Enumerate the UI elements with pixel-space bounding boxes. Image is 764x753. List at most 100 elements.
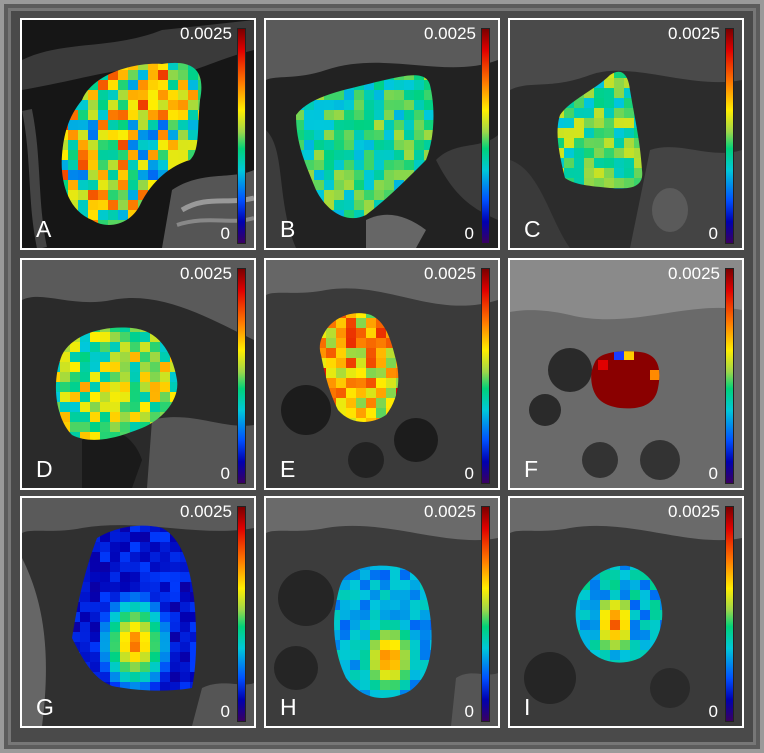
heatmap-voxel	[118, 90, 128, 100]
heatmap-voxel	[190, 592, 197, 602]
heatmap-voxel	[130, 402, 140, 412]
heatmap-voxel	[584, 88, 594, 98]
heatmap-voxel	[584, 108, 594, 118]
heatmap-voxel	[78, 200, 88, 210]
heatmap-voxel	[60, 352, 70, 362]
heatmap-voxel	[326, 388, 336, 398]
heatmap-voxel	[344, 110, 354, 120]
heatmap-voxel	[620, 590, 630, 600]
heatmap-voxel	[296, 130, 304, 140]
heatmap-voxel	[620, 620, 630, 630]
heatmap-voxel	[148, 100, 158, 110]
heatmap-voxel	[420, 660, 430, 670]
colorbar-min-label: 0	[708, 464, 718, 483]
heatmap-voxel	[188, 120, 198, 130]
heatmap-voxel	[354, 180, 364, 190]
heatmap-voxel	[314, 170, 324, 180]
heatmap-voxel	[314, 130, 324, 140]
heatmap-voxel	[110, 532, 120, 542]
colorbar	[481, 268, 490, 484]
heatmap-voxel	[61, 160, 68, 170]
heatmap-voxel	[414, 160, 424, 170]
heatmap-voxel	[420, 650, 430, 660]
heatmap-voxel	[150, 582, 160, 592]
heatmap-voxel	[128, 200, 138, 210]
heatmap-voxel	[580, 600, 590, 610]
colorbar	[725, 506, 734, 722]
heatmap-voxel	[148, 160, 158, 170]
heatmap-voxel	[390, 620, 400, 630]
heatmap-voxel	[190, 642, 197, 652]
heatmap-voxel	[118, 180, 128, 190]
heatmap-voxel	[564, 118, 574, 128]
heatmap-voxel	[614, 138, 624, 148]
heatmap-voxel	[120, 412, 130, 422]
panel-letter: B	[280, 216, 296, 242]
heatmap-voxel	[160, 622, 170, 632]
panel-d: 0.0025 0 D	[20, 258, 256, 490]
heatmap-voxel	[120, 332, 130, 342]
heatmap-voxel	[370, 650, 380, 660]
heatmap-voxel	[420, 630, 430, 640]
heatmap-voxel	[158, 130, 168, 140]
heatmap-voxel	[380, 600, 390, 610]
heatmap-voxel	[138, 100, 148, 110]
heatmap-voxel	[88, 120, 98, 130]
panel-e: 0.0025 0 E	[264, 258, 500, 490]
heatmap-voxel	[424, 140, 434, 150]
heatmap-voxel	[354, 120, 364, 130]
heatmap-voxel	[198, 80, 202, 90]
heatmap-voxel	[128, 110, 138, 120]
heatmap-voxel	[410, 580, 420, 590]
heatmap-voxel	[88, 160, 98, 170]
heatmap-voxel	[100, 552, 110, 562]
heatmap-voxel	[620, 630, 630, 640]
heatmap-voxel	[584, 138, 594, 148]
heatmap-voxel	[168, 100, 178, 110]
heatmap-voxel	[340, 650, 350, 660]
heatmap-voxel	[574, 138, 584, 148]
heatmap-voxel	[356, 408, 366, 418]
heatmap-voxel	[160, 542, 170, 552]
heatmap-voxel	[120, 327, 130, 332]
heatmap-voxel	[374, 100, 384, 110]
heatmap-voxel	[178, 120, 188, 130]
heatmap-voxel	[380, 590, 390, 600]
panel-c: 0.0025 0 C	[508, 18, 744, 250]
heatmap-voxel	[72, 612, 80, 622]
heatmap-voxel	[100, 592, 110, 602]
heatmap-voxel	[120, 652, 130, 662]
heatmap-voxel	[604, 108, 614, 118]
heatmap-voxel	[130, 332, 140, 342]
heatmap-voxel	[394, 160, 404, 170]
colorbar-min-label: 0	[464, 702, 474, 721]
heatmap-voxel	[60, 412, 70, 422]
heatmap-voxel	[158, 70, 168, 80]
heatmap-voxel	[610, 565, 620, 570]
heatmap-voxel	[336, 408, 346, 418]
heatmap-voxel	[380, 580, 390, 590]
heatmap-voxel	[170, 642, 180, 652]
heatmap-voxel	[350, 570, 360, 580]
heatmap-voxel	[604, 88, 614, 98]
heatmap-voxel	[140, 552, 150, 562]
mri-image-g	[22, 498, 254, 726]
heatmap-voxel	[120, 622, 130, 632]
heatmap-voxel	[374, 170, 384, 180]
heatmap-voxel	[178, 90, 188, 100]
heatmap-voxel	[344, 170, 354, 180]
heatmap-voxel	[354, 200, 364, 210]
colorbar-min-label: 0	[464, 224, 474, 243]
heatmap-voxel	[594, 88, 604, 98]
heatmap-voxel	[374, 140, 384, 150]
heatmap-voxel	[614, 88, 624, 98]
heatmap-voxel	[590, 580, 600, 590]
heatmap-voxel	[88, 80, 98, 90]
heatmap-voxel	[336, 338, 346, 348]
heatmap-voxel	[630, 600, 640, 610]
heatmap-voxel	[80, 612, 90, 622]
heatmap-voxel	[80, 632, 90, 642]
heatmap-voxel	[188, 140, 198, 150]
heatmap-voxel	[366, 378, 376, 388]
heatmap-voxel	[140, 582, 150, 592]
